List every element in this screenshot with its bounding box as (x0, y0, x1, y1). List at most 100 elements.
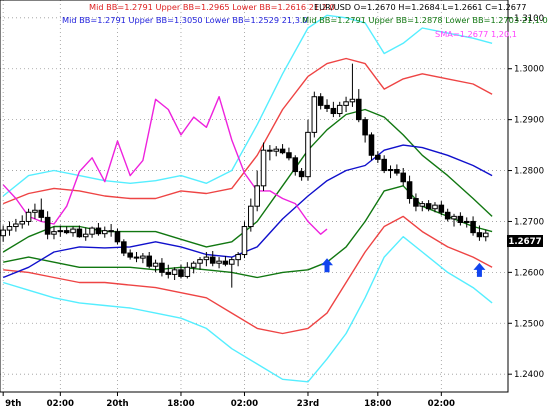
x-tick-label: 23rd (297, 399, 319, 409)
y-tick-label: 1.2400 (514, 370, 544, 380)
candle-body (133, 256, 140, 259)
x-tick-label: 02:00 (47, 399, 74, 409)
y-tick-label: 1.2700 (514, 217, 544, 227)
candle-body (387, 169, 394, 172)
candle-body (228, 259, 235, 265)
x-tick-label: 02:00 (428, 399, 455, 409)
bb-upper3-line (2, 14, 493, 197)
candle-body (209, 256, 216, 264)
candle-body (190, 262, 197, 268)
y-tick-label: 1.2500 (514, 319, 544, 329)
candle-body (444, 211, 451, 220)
candle-body (241, 226, 248, 256)
candle-body (51, 231, 57, 235)
candle-body (381, 158, 387, 172)
candle-body (463, 220, 470, 223)
signal-arrows (321, 258, 486, 277)
x-axis: 9th 02:00 20th 18:00 02:00 23rd 18:00 02:00 (2, 392, 455, 409)
candle-body (6, 226, 13, 231)
candle-body (216, 260, 222, 264)
bb-lower2-line (3, 215, 493, 335)
candle-body (44, 216, 51, 235)
candle-body (82, 233, 89, 238)
candle-body (279, 148, 286, 154)
y-axis: 1.3100 1.3000 1.2900 1.2800 1.2700 1.2600 1.25… (508, 14, 544, 380)
y-tick-label: 1.3000 (514, 65, 544, 75)
candle-body (159, 262, 165, 273)
header-label-2: Mid BB=1.2791 Upper BB=1.3050 Lower BB=1… (62, 15, 308, 25)
bb-lower1-line (3, 185, 493, 279)
candle-body (222, 260, 229, 265)
candle-body (184, 266, 191, 277)
bb-upper2-line (2, 57, 493, 205)
candle-body (470, 220, 476, 234)
y-tick-label: 1.3100 (514, 14, 544, 24)
bb-lower3-line (2, 235, 493, 383)
candle-body (292, 157, 299, 173)
x-tick-label: 18:00 (364, 399, 391, 409)
candle-body (57, 230, 64, 233)
symbol-header: EUR/USD O=1.2670 H=1.2684 L=1.2661 C=1.2… (314, 2, 526, 12)
plot-frame (0, 0, 509, 393)
candle-body (121, 241, 127, 254)
candle-body (432, 204, 438, 210)
header-label-1: Mid BB=1.2791 Upper BB=1.2965 Lower BB=1… (89, 2, 335, 12)
candle-body (171, 269, 178, 275)
candle-body (273, 148, 280, 152)
y-tick-label: 1.2600 (514, 268, 544, 278)
band-lines (2, 14, 493, 383)
x-tick-label: 18:00 (167, 399, 194, 409)
candle-body (63, 230, 70, 234)
y-tick-label: 1.2800 (514, 167, 544, 177)
candle-body (362, 119, 368, 136)
x-tick-label: 20th (106, 399, 128, 409)
candle-body (0, 229, 6, 237)
candle-body (419, 203, 426, 207)
candle-body (152, 262, 159, 267)
candle-body (330, 107, 337, 115)
candle-body (406, 181, 413, 200)
candle-body (324, 104, 330, 109)
candle-body (70, 228, 76, 234)
candle-body (311, 96, 318, 133)
candle-body (298, 171, 305, 178)
candle-body (413, 198, 419, 207)
candle-body (19, 220, 26, 225)
up-arrow-icon (473, 262, 486, 277)
candle-body (235, 254, 241, 261)
candle-body (349, 98, 356, 103)
candle-body (375, 154, 381, 160)
candle-body (146, 255, 153, 267)
candle-body (38, 209, 45, 218)
bb-mid-line (2, 144, 493, 279)
candle-body (355, 98, 362, 121)
candle-body (108, 230, 114, 233)
candle-body (197, 259, 203, 264)
x-tick-label: 02:00 (231, 399, 258, 409)
candle-body (165, 271, 172, 275)
candle-body (336, 104, 343, 115)
candle-body (254, 185, 260, 207)
candle-body (101, 230, 108, 235)
candle-body (438, 204, 445, 213)
candle-body (203, 256, 210, 261)
candle-body (400, 172, 407, 183)
candle-body (476, 232, 483, 238)
candle-body (368, 134, 375, 156)
candle-body (89, 227, 95, 235)
candle-body (248, 205, 254, 228)
candle-body (451, 215, 457, 220)
candle-body (343, 101, 349, 106)
candle-body (95, 227, 102, 235)
candle-body (140, 255, 146, 259)
candle-body (482, 232, 489, 238)
candle-body (457, 215, 464, 223)
header-label-3: Mid BB=1.2791 Upper BB=1.2878 Lower BB=1… (302, 15, 548, 25)
last-price-box (507, 235, 543, 247)
candle-body (286, 152, 292, 159)
candle-body (317, 96, 324, 106)
candle-body (76, 228, 83, 238)
last-price-label: 1.2677 (508, 237, 541, 247)
candles (0, 63, 489, 288)
